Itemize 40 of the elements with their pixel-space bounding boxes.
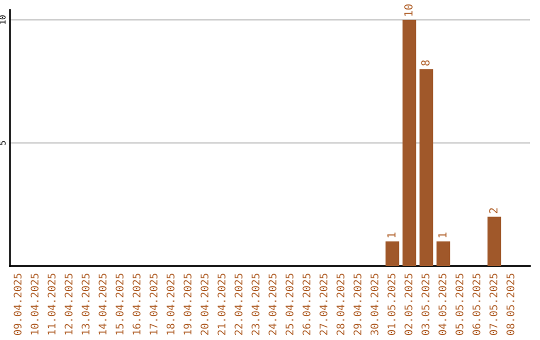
x-tick-label: 07.05.2025 (489, 274, 498, 335)
x-tick-label: 27.04.2025 (320, 274, 328, 335)
x-tick-label: 25.04.2025 (286, 274, 294, 335)
bar (420, 69, 434, 266)
x-tick-label: 23.04.2025 (252, 274, 260, 335)
x-tick-label: 30.04.2025 (370, 274, 378, 335)
bar (488, 216, 502, 266)
x-tick-label: 18.04.2025 (166, 274, 174, 334)
x-tick-label: 24.04.2025 (268, 274, 276, 335)
x-tick-label: 26.04.2025 (302, 274, 310, 335)
x-tick-label: 14.04.2025 (98, 274, 107, 334)
x-tick-label: 04.05.2025 (438, 274, 446, 335)
x-tick-label: 19.04.2025 (184, 274, 192, 334)
x-tick-label: 09.04.2025 (14, 274, 22, 335)
bar (402, 20, 416, 266)
x-tick-label: 29.04.2025 (354, 274, 362, 335)
data-label: 1 (387, 232, 396, 238)
x-tick-label: 11.04.2025 (48, 274, 56, 334)
data-label: 1 (438, 232, 446, 238)
data-label: 2 (489, 208, 498, 214)
x-tick-label: 15.04.2025 (116, 274, 124, 334)
x-tick-label: 17.04.2025 (150, 274, 158, 334)
bar (436, 241, 450, 266)
data-label: 8 (421, 60, 430, 66)
x-tick-label: 02.05.2025 (404, 274, 412, 335)
x-tick-label: 13.04.2025 (82, 274, 90, 334)
x-tick-label: 01.05.2025 (388, 274, 396, 335)
x-tick-label: 28.04.2025 (336, 274, 344, 335)
x-tick-label: 16.04.2025 (132, 274, 140, 334)
x-tick-label: 05.05.2025 (456, 274, 464, 335)
x-tick-label: 22.04.2025 (234, 274, 242, 335)
data-label: 10 (404, 4, 413, 16)
bar (386, 241, 400, 266)
x-tick-label: 10.04.2025 (30, 274, 39, 334)
x-tick-label: 08.05.2025 (506, 274, 514, 335)
x-tick-label: 20.04.2025 (200, 274, 208, 335)
x-tick-label: 12.04.2025 (64, 274, 73, 334)
x-tick-label: 21.04.2025 (218, 274, 226, 335)
x-tick-label: 03.05.2025 (422, 274, 430, 335)
x-tick-label: 06.05.2025 (472, 274, 480, 335)
